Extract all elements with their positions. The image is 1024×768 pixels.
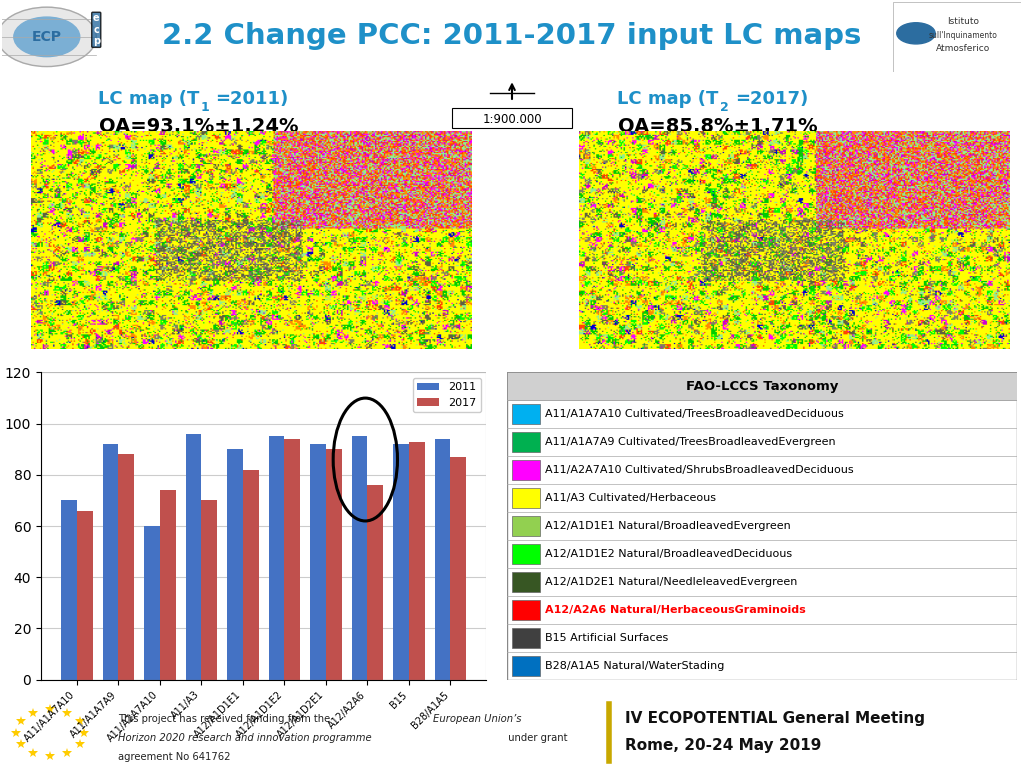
Bar (77, 511, 93, 680)
Text: IV ECOPOTENTIAL General Meeting: IV ECOPOTENTIAL General Meeting (625, 711, 925, 726)
Text: Atmosferico: Atmosferico (936, 45, 990, 53)
Text: under grant: under grant (505, 733, 567, 743)
Text: =2017): =2017) (735, 90, 808, 108)
Text: A11/A3 Cultivated/Herbaceous: A11/A3 Cultivated/Herbaceous (545, 493, 716, 503)
Text: 1: 1 (201, 101, 210, 114)
Text: 1:900.000: 1:900.000 (482, 113, 542, 126)
Text: OA=85.8%±1.71%: OA=85.8%±1.71% (618, 117, 818, 136)
Bar (351, 436, 368, 680)
Text: A11/A1A7A9 Cultivated/TreesBroadleavedEvergreen: A11/A1A7A9 Cultivated/TreesBroadleavedEv… (545, 437, 836, 447)
Bar (451, 457, 466, 680)
Text: agreement No 641762: agreement No 641762 (118, 753, 230, 763)
Bar (512, 404, 540, 425)
Text: European Union’s: European Union’s (433, 713, 521, 723)
Circle shape (13, 17, 80, 57)
Bar (102, 444, 119, 680)
Text: A12/A2A6 Natural/HerbaceousGraminoids: A12/A2A6 Natural/HerbaceousGraminoids (545, 605, 806, 615)
Bar (512, 516, 540, 536)
Bar (507, 372, 1017, 400)
Bar (310, 444, 326, 680)
Bar (119, 455, 134, 680)
Text: ECP: ECP (32, 30, 61, 44)
Bar (512, 572, 540, 592)
Text: FAO-LCCS Taxonomy: FAO-LCCS Taxonomy (686, 380, 838, 393)
Text: =2011): =2011) (215, 90, 288, 108)
Text: Rome, 20-24 May 2019: Rome, 20-24 May 2019 (625, 738, 821, 753)
Bar (185, 434, 202, 680)
Text: A12/A1D1E1 Natural/BroadleavedEvergreen: A12/A1D1E1 Natural/BroadleavedEvergreen (545, 521, 791, 531)
Text: This project has received funding from the: This project has received funding from t… (118, 713, 333, 723)
Bar (512, 488, 540, 508)
Bar (512, 627, 540, 648)
Circle shape (897, 23, 935, 44)
Text: B15 Artificial Surfaces: B15 Artificial Surfaces (545, 633, 669, 643)
Bar (434, 439, 451, 680)
Bar (452, 108, 572, 128)
Circle shape (0, 7, 96, 67)
Bar (202, 501, 217, 680)
Text: e
c
p: e c p (93, 13, 99, 46)
Bar (512, 544, 540, 564)
Bar (393, 444, 409, 680)
Text: OA=93.1%±1.24%: OA=93.1%±1.24% (99, 117, 299, 136)
Text: A11/A2A7A10 Cultivated/ShrubsBroadleavedDeciduous: A11/A2A7A10 Cultivated/ShrubsBroadleaved… (545, 465, 854, 475)
Text: 2: 2 (720, 101, 729, 114)
Text: A11/A1A7A10 Cultivated/TreesBroadleavedDeciduous: A11/A1A7A10 Cultivated/TreesBroadleavedD… (545, 409, 844, 419)
Bar (285, 439, 300, 680)
Bar (268, 436, 285, 680)
Bar (512, 600, 540, 620)
Text: A12/A1D2E1 Natural/NeedleleavedEvergreen: A12/A1D2E1 Natural/NeedleleavedEvergreen (545, 577, 798, 587)
Legend: 2011, 2017: 2011, 2017 (413, 378, 481, 412)
Bar (160, 490, 176, 680)
Text: Istituto: Istituto (947, 17, 979, 26)
Text: sull'Inquinamento: sull'Inquinamento (929, 31, 997, 40)
Text: A12/A1D1E2 Natural/BroadleavedDeciduous: A12/A1D1E2 Natural/BroadleavedDeciduous (545, 549, 793, 559)
Bar (144, 526, 160, 680)
Text: B28/A1A5 Natural/WaterStading: B28/A1A5 Natural/WaterStading (545, 660, 725, 670)
Bar (368, 485, 383, 680)
Bar (512, 460, 540, 480)
Text: 2.2 Change PCC: 2011-2017 input LC maps: 2.2 Change PCC: 2011-2017 input LC maps (163, 22, 861, 51)
Bar (409, 442, 425, 680)
Bar (512, 432, 540, 452)
Bar (227, 449, 243, 680)
Text: Horizon 2020 research and innovation programme: Horizon 2020 research and innovation pro… (118, 733, 372, 743)
Bar (512, 656, 540, 676)
Bar (326, 449, 342, 680)
Bar (243, 470, 259, 680)
Text: LC map (T: LC map (T (97, 90, 199, 108)
Text: LC map (T: LC map (T (616, 90, 718, 108)
Bar (61, 501, 77, 680)
